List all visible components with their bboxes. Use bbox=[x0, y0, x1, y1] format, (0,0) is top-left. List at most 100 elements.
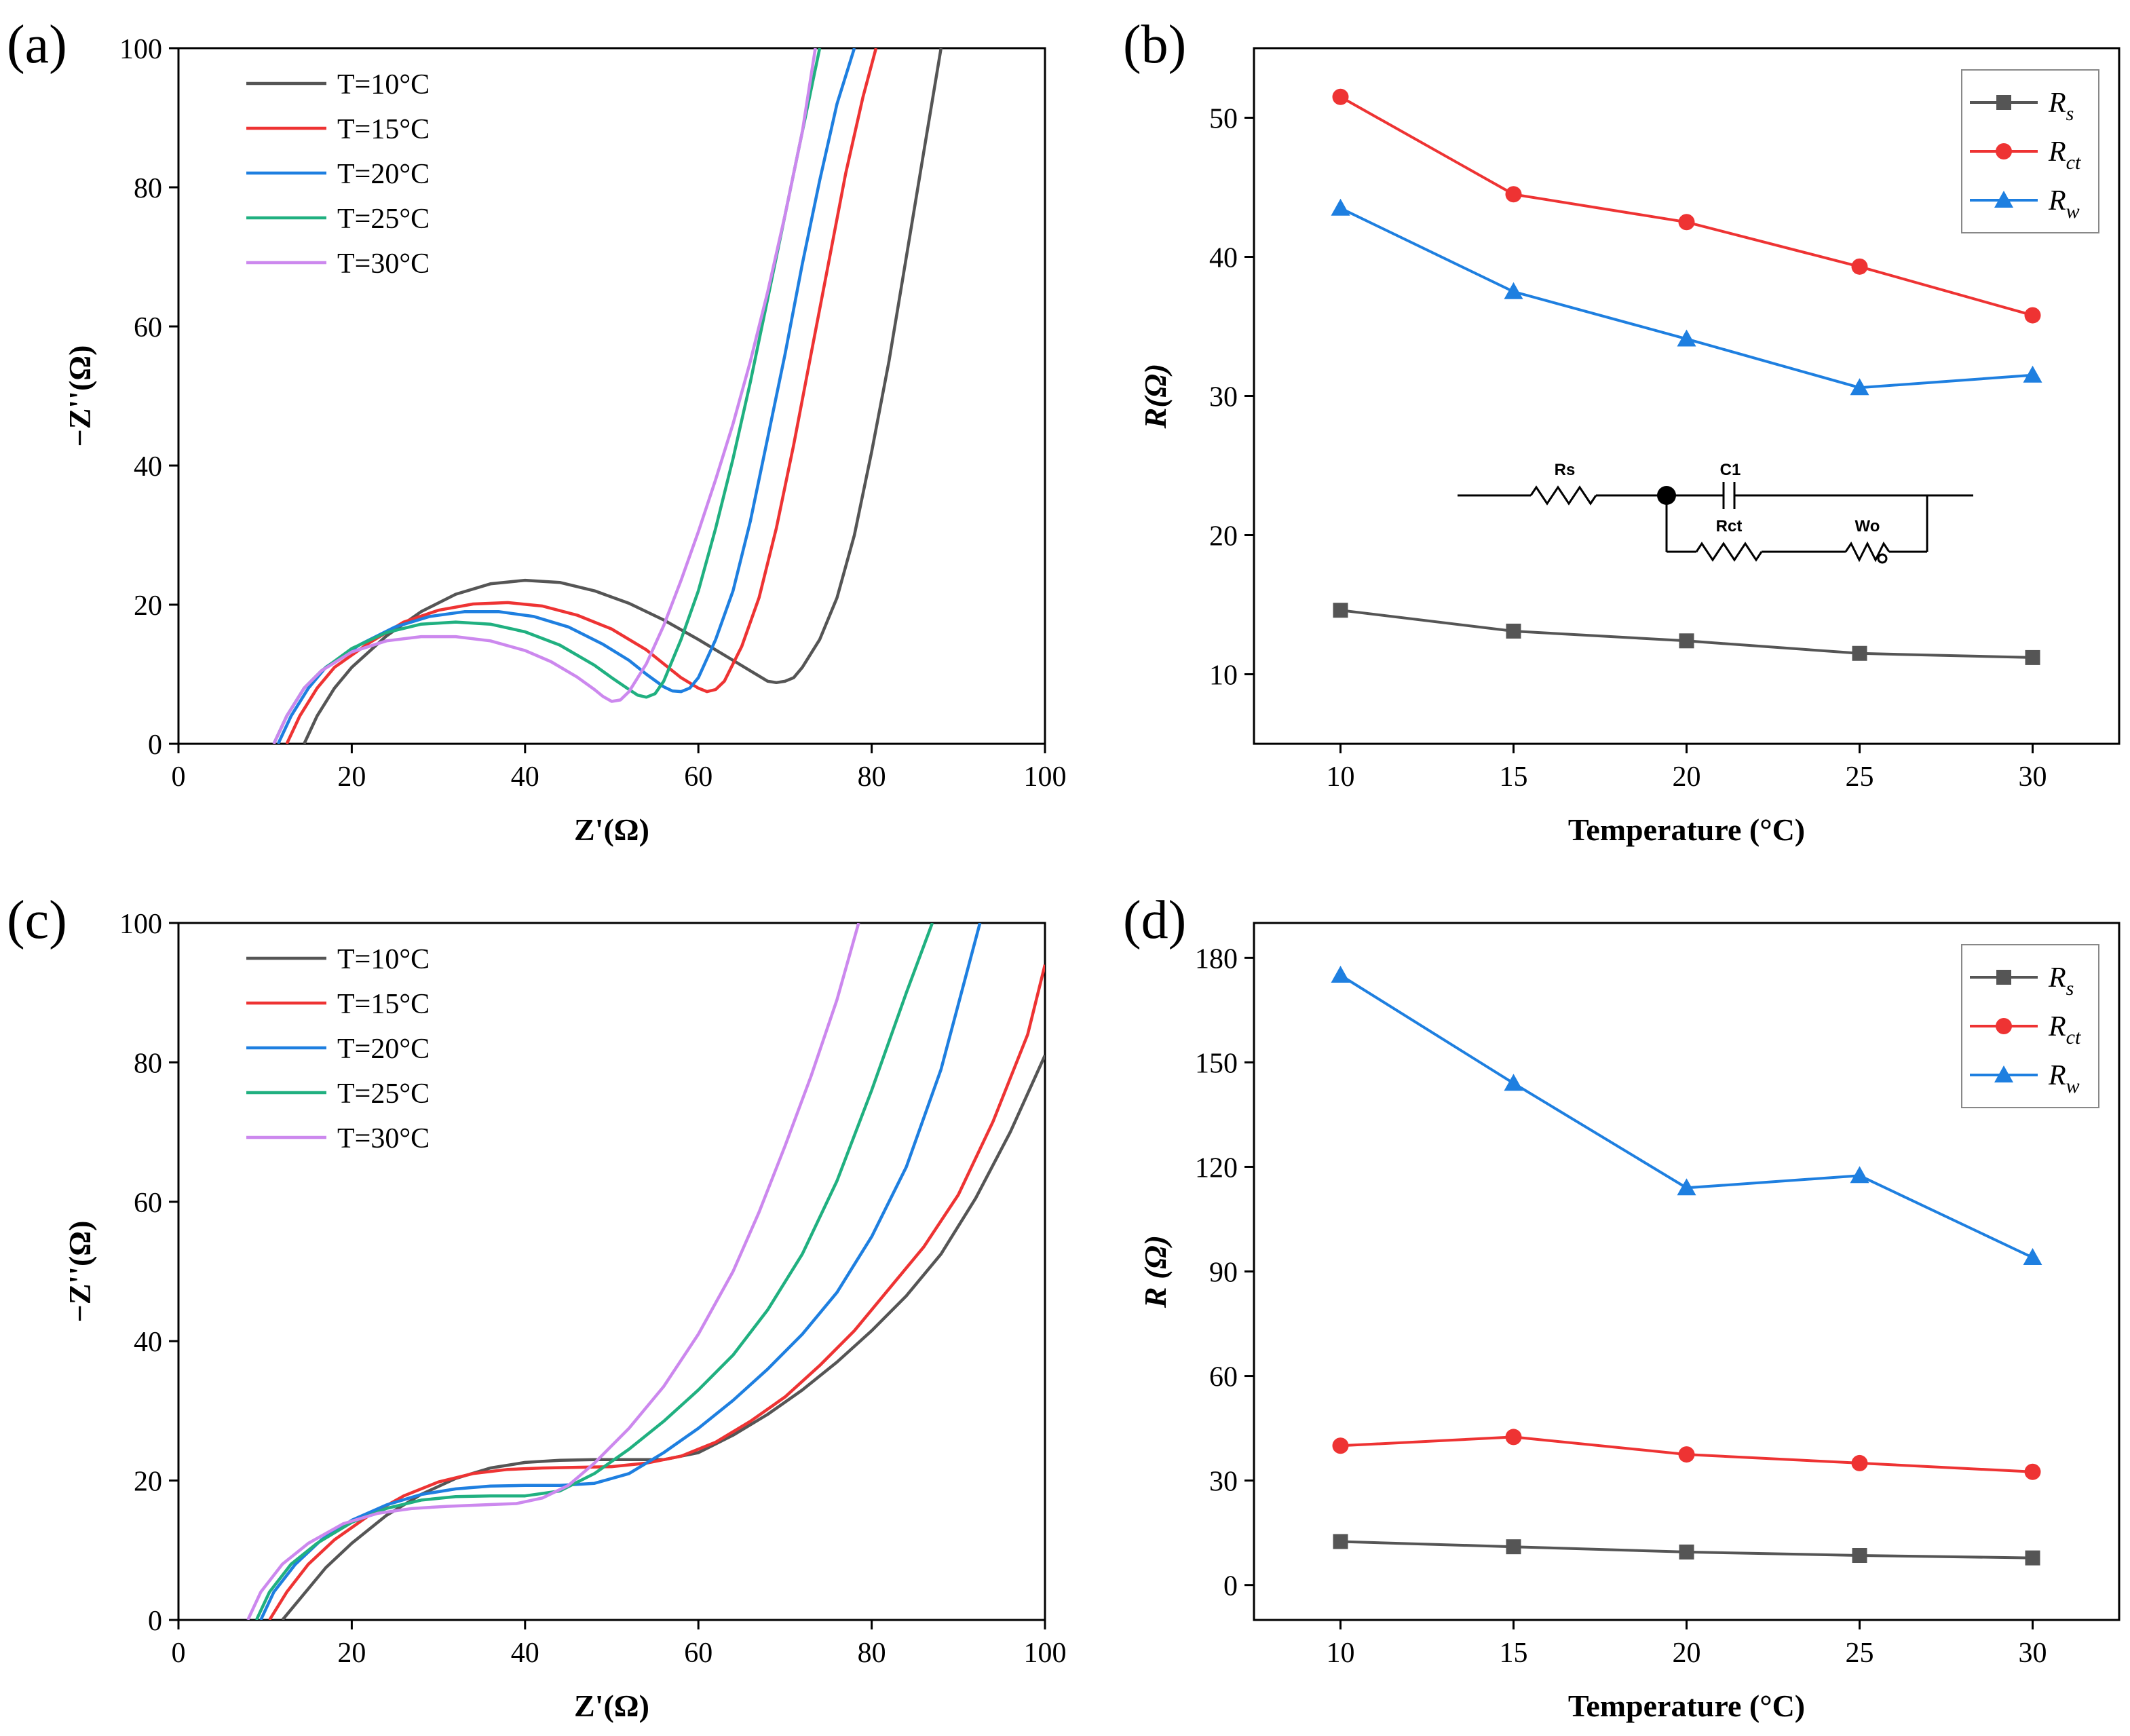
data-point bbox=[1333, 1534, 1348, 1549]
x-tick-label: 0 bbox=[172, 761, 186, 793]
x-tick-label: 60 bbox=[684, 761, 712, 793]
rct-resistor bbox=[1695, 542, 1763, 562]
x-tick-label: 10 bbox=[1327, 761, 1355, 793]
data-layer bbox=[272, 48, 943, 744]
legend-marker-1 bbox=[1996, 143, 2012, 159]
series-line-4 bbox=[246, 923, 860, 1620]
y-tick-label: 80 bbox=[134, 173, 162, 204]
legend-label-1: T=15°C bbox=[337, 989, 430, 1020]
data-point bbox=[2025, 649, 2040, 665]
data-point bbox=[1678, 214, 1695, 231]
chart-panel-0: (a) 0 20 40 60 80 100 0 20 40 60 80 100 Z'(Ω) −Z''(Ω) T… bbox=[7, 15, 1067, 847]
legend-label-2: Rw bbox=[2048, 185, 2080, 223]
y-tick-label: 40 bbox=[134, 451, 162, 483]
data-point bbox=[1332, 1437, 1349, 1454]
y-tick-label: 90 bbox=[1209, 1258, 1238, 1289]
y-tick-label: 20 bbox=[134, 590, 162, 622]
y-tick-label: 40 bbox=[1209, 243, 1238, 274]
panel-label: (a) bbox=[7, 15, 67, 75]
y-tick-label: 60 bbox=[1209, 1362, 1238, 1393]
legend-marker-1 bbox=[1996, 1018, 2012, 1034]
legend-label-sub: s bbox=[2066, 977, 2074, 1000]
series-line-1 bbox=[1339, 96, 2034, 317]
wo-label: Wo bbox=[1855, 517, 1880, 535]
y-tick-label: 50 bbox=[1209, 104, 1238, 135]
y-tick-label: 40 bbox=[134, 1327, 162, 1358]
x-tick-label: 100 bbox=[1024, 761, 1067, 793]
legend-label-0: Rs bbox=[2048, 962, 2074, 1000]
series-line-1 bbox=[285, 48, 878, 744]
x-tick-label: 0 bbox=[172, 1638, 186, 1669]
data-point bbox=[1333, 603, 1348, 618]
series-line-0 bbox=[281, 1055, 1045, 1620]
data-point bbox=[1679, 1544, 1694, 1560]
x-tick-label: 40 bbox=[511, 1638, 539, 1669]
legend-marker-2 bbox=[1994, 191, 2013, 208]
legend-label-1: Rct bbox=[2048, 1011, 2081, 1049]
y-tick-label: 80 bbox=[134, 1048, 162, 1079]
legend-label-sub: ct bbox=[2066, 1026, 2081, 1049]
y-tick-label: 180 bbox=[1195, 943, 1238, 975]
legend-label-4: T=30°C bbox=[337, 248, 430, 280]
legend-label-2: T=20°C bbox=[337, 1034, 430, 1065]
data-point bbox=[1677, 1178, 1696, 1196]
legend-label-2: T=20°C bbox=[337, 159, 430, 190]
panel-label: (c) bbox=[7, 890, 67, 950]
x-tick-label: 25 bbox=[1846, 761, 1874, 793]
legend-label-base: R bbox=[2048, 1060, 2066, 1091]
legend-label-base: R bbox=[2048, 136, 2066, 168]
chart-panel-3: (d) 10 15 20 25 30 0 30 60 90 120 150 180 Temperature… bbox=[1123, 890, 2121, 1723]
x-tick-label: 100 bbox=[1024, 1638, 1067, 1669]
legend-label-sub: w bbox=[2066, 200, 2080, 223]
legend-label-base: R bbox=[2048, 1011, 2066, 1042]
data-point bbox=[2025, 1550, 2040, 1566]
y-tick-label: 120 bbox=[1195, 1152, 1238, 1184]
legend-label-1: T=15°C bbox=[337, 114, 430, 145]
data-point bbox=[1852, 1548, 1867, 1564]
y-tick-label: 150 bbox=[1195, 1048, 1238, 1079]
data-point bbox=[1851, 1454, 1868, 1471]
legend-label-3: T=25°C bbox=[337, 1078, 430, 1110]
y-tick-label: 0 bbox=[148, 730, 162, 761]
data-point bbox=[2024, 307, 2041, 324]
y-tick-label: 0 bbox=[1223, 1571, 1238, 1602]
legend-label-1: Rct bbox=[2048, 136, 2081, 174]
x-tick-label: 25 bbox=[1846, 1638, 1874, 1669]
rs-resistor bbox=[1529, 485, 1597, 506]
legend-label-2: Rw bbox=[2048, 1060, 2080, 1097]
c1-label: C1 bbox=[1720, 461, 1741, 479]
data-point bbox=[1851, 258, 1868, 275]
x-axis-label: Temperature (°C) bbox=[1568, 812, 1805, 847]
chart-panel-1: (b) 10 15 20 25 30 10 20 30 40 50 Temperature (°C) R… bbox=[1123, 15, 2121, 847]
y-axis-label: R(Ω) bbox=[1138, 364, 1173, 430]
x-tick-label: 10 bbox=[1327, 1638, 1355, 1669]
series-line-3 bbox=[254, 923, 934, 1620]
legend-label-base: R bbox=[2048, 88, 2066, 119]
data-point bbox=[2024, 1463, 2041, 1480]
data-point bbox=[1678, 1446, 1695, 1463]
data-point bbox=[1504, 1074, 1523, 1091]
data-point bbox=[2023, 1247, 2042, 1265]
plot-frame bbox=[177, 922, 1046, 1621]
y-tick-label: 30 bbox=[1209, 1467, 1238, 1498]
legend-marker-2 bbox=[1994, 1065, 2013, 1082]
wo-element bbox=[1844, 541, 1890, 563]
y-tick-label: 10 bbox=[1209, 660, 1238, 692]
series-line-2 bbox=[1339, 206, 2033, 390]
data-point bbox=[2023, 365, 2042, 383]
legend-label-base: R bbox=[2048, 962, 2066, 994]
wo-element bbox=[1877, 553, 1888, 564]
x-tick-label: 20 bbox=[337, 1638, 366, 1669]
y-tick-label: 30 bbox=[1209, 382, 1238, 413]
y-axis-label: −Z''(Ω) bbox=[62, 1221, 97, 1323]
series-line-2 bbox=[276, 48, 856, 744]
y-tick-label: 20 bbox=[134, 1467, 162, 1498]
y-tick-label: 60 bbox=[134, 1188, 162, 1219]
series-line-4 bbox=[272, 48, 817, 744]
equivalent-circuit: Rs C1 Rct Wo bbox=[1458, 461, 1973, 564]
rct-label: Rct bbox=[1716, 517, 1743, 535]
x-tick-label: 20 bbox=[1673, 761, 1701, 793]
panel-label: (d) bbox=[1123, 890, 1186, 950]
legend-label-0: T=10°C bbox=[337, 944, 430, 975]
